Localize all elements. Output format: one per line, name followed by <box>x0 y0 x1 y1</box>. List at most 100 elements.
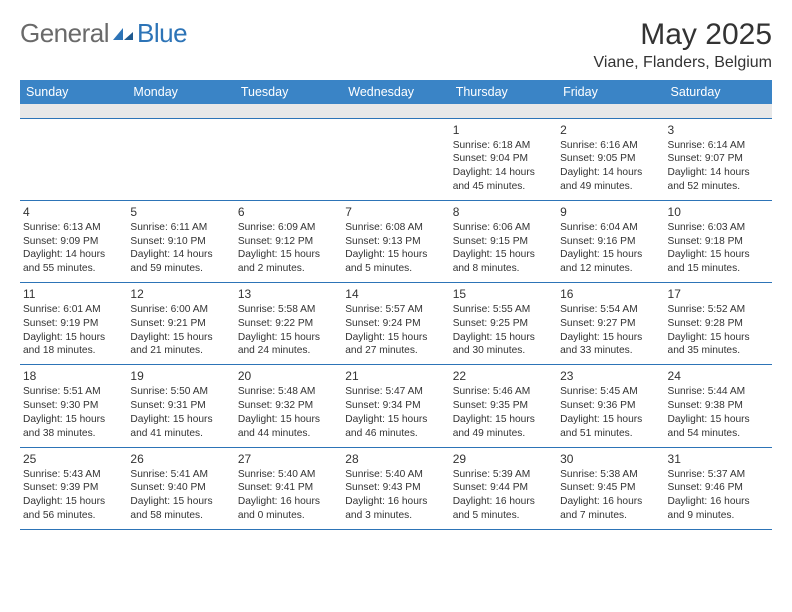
daylight-text: Daylight: 15 hours and 15 minutes. <box>668 248 769 276</box>
day-number: 25 <box>23 451 124 467</box>
calendar-cell: 3Sunrise: 6:14 AMSunset: 9:07 PMDaylight… <box>665 118 772 200</box>
daylight-text: Daylight: 16 hours and 3 minutes. <box>345 495 446 523</box>
calendar-row: 1Sunrise: 6:18 AMSunset: 9:04 PM Daylight… <box>20 118 772 200</box>
sunset-text: Sunset: 9:22 PM <box>238 317 339 331</box>
day-number: 15 <box>453 286 554 302</box>
daylight-text: Daylight: 15 hours and 8 minutes. <box>453 248 554 276</box>
calendar-cell: 29Sunrise: 5:39 AMSunset: 9:44 PMDayligh… <box>450 447 557 529</box>
day-number: 31 <box>668 451 769 467</box>
sunrise-text: Sunrise: 5:55 AM <box>453 303 554 317</box>
sunset-text: Sunset: 9:10 PM <box>130 235 231 249</box>
page-title: May 2025 <box>594 18 772 52</box>
day-header: Sunday <box>20 80 127 104</box>
header-right: May 2025 Viane, Flanders, Belgium <box>594 18 772 72</box>
calendar-cell <box>20 118 127 200</box>
daylight-text: Daylight: 14 hours and 49 minutes. <box>560 166 661 194</box>
day-number: 28 <box>345 451 446 467</box>
day-number: 10 <box>668 204 769 220</box>
calendar-cell: 16Sunrise: 5:54 AMSunset: 9:27 PMDayligh… <box>557 283 664 365</box>
sunrise-text: Sunrise: 6:14 AM <box>668 139 769 153</box>
daylight-text: Daylight: 16 hours and 9 minutes. <box>668 495 769 523</box>
sunrise-text: Sunrise: 5:51 AM <box>23 385 124 399</box>
sunset-text: Sunset: 9:05 PM <box>560 152 661 166</box>
day-number: 30 <box>560 451 661 467</box>
day-number: 27 <box>238 451 339 467</box>
sunrise-text: Sunrise: 5:41 AM <box>130 468 231 482</box>
day-number: 4 <box>23 204 124 220</box>
header: General Blue May 2025 Viane, Flanders, B… <box>20 18 772 72</box>
sunset-text: Sunset: 9:27 PM <box>560 317 661 331</box>
calendar-cell: 15Sunrise: 5:55 AMSunset: 9:25 PMDayligh… <box>450 283 557 365</box>
sunrise-text: Sunrise: 6:00 AM <box>130 303 231 317</box>
daylight-text: Daylight: 15 hours and 30 minutes. <box>453 331 554 359</box>
location-text: Viane, Flanders, Belgium <box>594 54 772 72</box>
daylight-text: Daylight: 16 hours and 7 minutes. <box>560 495 661 523</box>
sunset-text: Sunset: 9:36 PM <box>560 399 661 413</box>
daylight-text: Daylight: 16 hours and 5 minutes. <box>453 495 554 523</box>
sunrise-text: Sunrise: 5:43 AM <box>23 468 124 482</box>
calendar-cell: 4Sunrise: 6:13 AMSunset: 9:09 PMDaylight… <box>20 200 127 282</box>
day-number: 14 <box>345 286 446 302</box>
sunset-text: Sunset: 9:39 PM <box>23 481 124 495</box>
sunset-text: Sunset: 9:45 PM <box>560 481 661 495</box>
daylight-text: Daylight: 15 hours and 33 minutes. <box>560 331 661 359</box>
calendar-cell: 28Sunrise: 5:40 AMSunset: 9:43 PMDayligh… <box>342 447 449 529</box>
day-number: 17 <box>668 286 769 302</box>
calendar-cell: 30Sunrise: 5:38 AMSunset: 9:45 PMDayligh… <box>557 447 664 529</box>
day-number: 2 <box>560 122 661 138</box>
sunset-text: Sunset: 9:13 PM <box>345 235 446 249</box>
calendar-cell: 14Sunrise: 5:57 AMSunset: 9:24 PMDayligh… <box>342 283 449 365</box>
calendar-cell: 6Sunrise: 6:09 AMSunset: 9:12 PMDaylight… <box>235 200 342 282</box>
sunrise-text: Sunrise: 5:40 AM <box>345 468 446 482</box>
sunset-text: Sunset: 9:43 PM <box>345 481 446 495</box>
daylight-text: Daylight: 14 hours and 55 minutes. <box>23 248 124 276</box>
sunrise-text: Sunrise: 6:18 AM <box>453 139 554 153</box>
sunrise-text: Sunrise: 6:13 AM <box>23 221 124 235</box>
logo-text-blue: Blue <box>137 18 187 49</box>
calendar-cell <box>235 118 342 200</box>
calendar-cell: 21Sunrise: 5:47 AMSunset: 9:34 PMDayligh… <box>342 365 449 447</box>
sunset-text: Sunset: 9:30 PM <box>23 399 124 413</box>
calendar-cell <box>342 118 449 200</box>
daylight-text: Daylight: 15 hours and 44 minutes. <box>238 413 339 441</box>
daylight-text: Daylight: 15 hours and 56 minutes. <box>23 495 124 523</box>
daylight-text: Daylight: 14 hours and 59 minutes. <box>130 248 231 276</box>
sunrise-text: Sunrise: 5:47 AM <box>345 385 446 399</box>
logo-sail-icon <box>111 26 135 42</box>
sunset-text: Sunset: 9:07 PM <box>668 152 769 166</box>
daylight-text: Daylight: 15 hours and 2 minutes. <box>238 248 339 276</box>
day-number: 8 <box>453 204 554 220</box>
sunset-text: Sunset: 9:09 PM <box>23 235 124 249</box>
sunset-text: Sunset: 9:28 PM <box>668 317 769 331</box>
calendar-cell: 7Sunrise: 6:08 AMSunset: 9:13 PMDaylight… <box>342 200 449 282</box>
logo: General Blue <box>20 18 187 49</box>
daylight-text: Daylight: 15 hours and 18 minutes. <box>23 331 124 359</box>
sunrise-text: Sunrise: 5:38 AM <box>560 468 661 482</box>
day-number: 23 <box>560 368 661 384</box>
day-header: Friday <box>557 80 664 104</box>
calendar-cell: 11Sunrise: 6:01 AMSunset: 9:19 PMDayligh… <box>20 283 127 365</box>
sunset-text: Sunset: 9:15 PM <box>453 235 554 249</box>
sunset-text: Sunset: 9:25 PM <box>453 317 554 331</box>
day-number: 11 <box>23 286 124 302</box>
calendar-row: 11Sunrise: 6:01 AMSunset: 9:19 PMDayligh… <box>20 283 772 365</box>
spacer-row <box>20 104 772 118</box>
daylight-text: Daylight: 15 hours and 46 minutes. <box>345 413 446 441</box>
day-number: 1 <box>453 122 554 138</box>
sunset-text: Sunset: 9:31 PM <box>130 399 231 413</box>
calendar-cell: 13Sunrise: 5:58 AMSunset: 9:22 PMDayligh… <box>235 283 342 365</box>
sunset-text: Sunset: 9:04 PM <box>453 152 554 166</box>
sunrise-text: Sunrise: 5:50 AM <box>130 385 231 399</box>
sunrise-text: Sunrise: 6:11 AM <box>130 221 231 235</box>
day-number: 12 <box>130 286 231 302</box>
sunset-text: Sunset: 9:35 PM <box>453 399 554 413</box>
day-number: 16 <box>560 286 661 302</box>
sunrise-text: Sunrise: 5:57 AM <box>345 303 446 317</box>
daylight-text: Daylight: 15 hours and 38 minutes. <box>23 413 124 441</box>
calendar-cell: 10Sunrise: 6:03 AMSunset: 9:18 PMDayligh… <box>665 200 772 282</box>
sunrise-text: Sunrise: 6:16 AM <box>560 139 661 153</box>
sunrise-text: Sunrise: 5:40 AM <box>238 468 339 482</box>
day-number: 24 <box>668 368 769 384</box>
day-header-row: Sunday Monday Tuesday Wednesday Thursday… <box>20 80 772 104</box>
daylight-text: Daylight: 15 hours and 49 minutes. <box>453 413 554 441</box>
